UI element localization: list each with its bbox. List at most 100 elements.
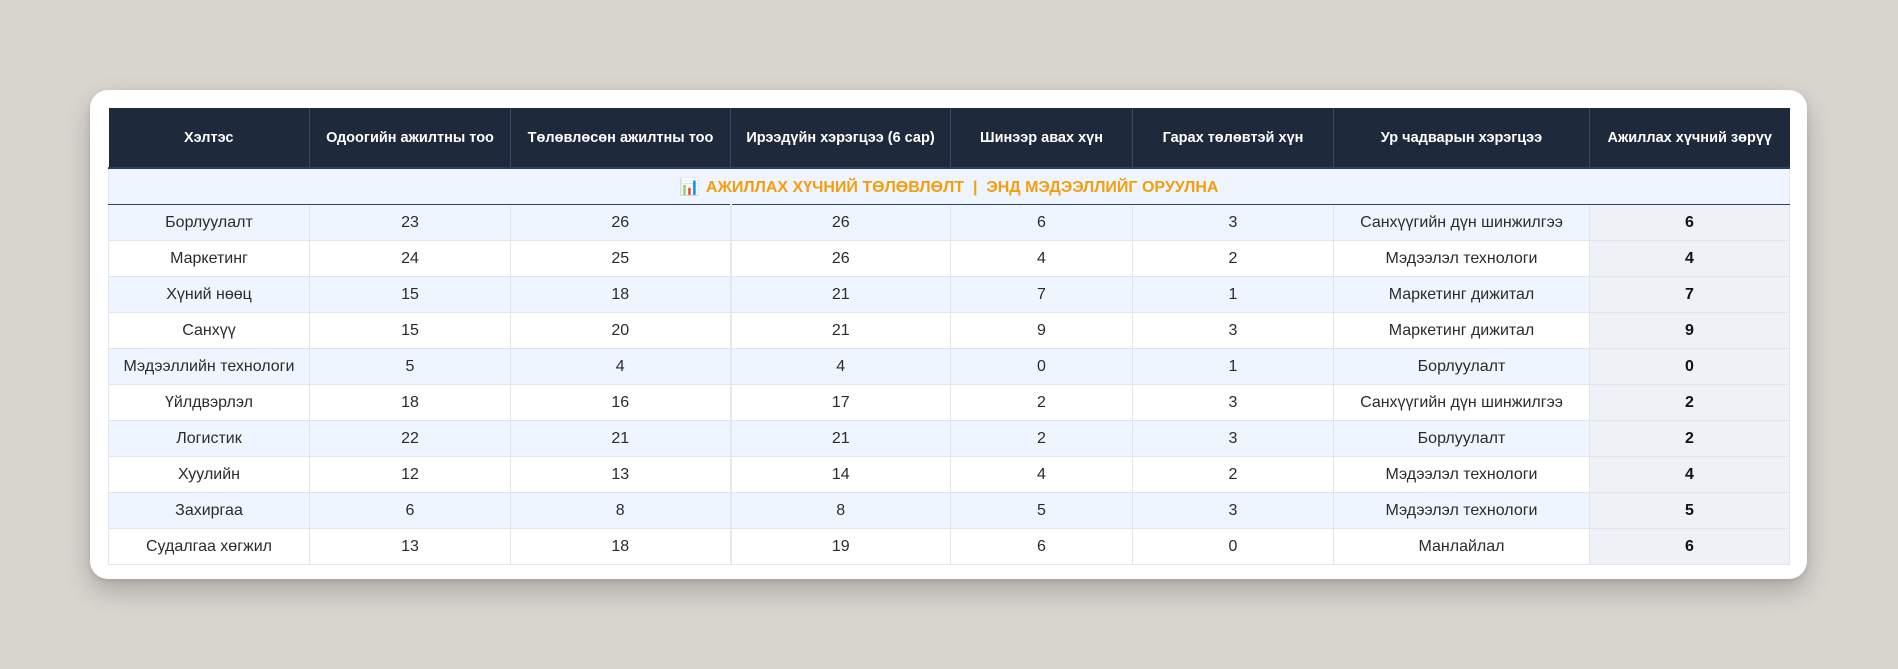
table-cell[interactable]: Борлуулалт bbox=[108, 204, 310, 241]
table-row: Судалгаа хөгжил 13 18 19 6 0 Манлайлал 6 bbox=[108, 528, 1790, 565]
table-cell[interactable]: 19 bbox=[730, 528, 951, 565]
table-cell[interactable]: 8 bbox=[730, 492, 951, 529]
gap-cell[interactable]: 5 bbox=[1589, 492, 1790, 529]
table-cell[interactable]: 4 bbox=[950, 240, 1133, 277]
table-cell[interactable]: Үйлдвэрлэл bbox=[108, 384, 310, 421]
table-body: Борлуулалт 23 26 26 6 3 Санхүүгийн дүн шинжилг… bbox=[108, 204, 1790, 565]
table-cell[interactable]: 18 bbox=[510, 528, 732, 565]
table-cell[interactable]: 4 bbox=[730, 348, 951, 385]
table-cell[interactable]: 26 bbox=[510, 204, 732, 241]
table-row: Маркетинг 24 25 26 4 2 Мэдээлэл технологи 4 bbox=[108, 240, 1790, 277]
table-cell[interactable]: Судалгаа хөгжил bbox=[108, 528, 310, 565]
table-cell[interactable]: Мэдээлэл технологи bbox=[1333, 456, 1590, 493]
gap-cell[interactable]: 7 bbox=[1589, 276, 1790, 313]
table-cell[interactable]: 26 bbox=[730, 204, 951, 241]
table-cell[interactable]: 20 bbox=[510, 312, 732, 349]
table-row: Үйлдвэрлэл 18 16 17 2 3 Санхүүгийн дүн шинжилг… bbox=[108, 384, 1790, 421]
table-cell[interactable]: 3 bbox=[1132, 312, 1334, 349]
gap-cell[interactable]: 2 bbox=[1589, 420, 1790, 457]
table-cell[interactable]: 21 bbox=[730, 312, 951, 349]
table-cell[interactable]: 23 bbox=[309, 204, 511, 241]
table-cell[interactable]: Маркетинг дижитал bbox=[1333, 276, 1590, 313]
table-cell[interactable]: Маркетинг дижитал bbox=[1333, 312, 1590, 349]
bar-chart-icon: 📊 bbox=[679, 178, 700, 196]
table-cell[interactable]: 15 bbox=[309, 312, 511, 349]
table-cell[interactable]: 12 bbox=[309, 456, 511, 493]
table-cell[interactable]: 21 bbox=[730, 276, 951, 313]
table-cell[interactable]: 9 bbox=[950, 312, 1133, 349]
table-cell[interactable]: 21 bbox=[510, 420, 732, 457]
gap-cell[interactable]: 4 bbox=[1589, 456, 1790, 493]
table-row: Хуулийн 12 13 14 4 2 Мэдээлэл технологи 4 bbox=[108, 456, 1790, 493]
table-header: Хэлтэс Одоогийн ажилтны тоо Төлөвлөсөн ажи… bbox=[108, 108, 1790, 169]
table-cell[interactable]: 2 bbox=[1132, 456, 1334, 493]
table-cell[interactable]: 6 bbox=[950, 528, 1133, 565]
table-title-text: АЖИЛЛАХ ХҮЧНИЙ ТӨЛӨВЛӨЛТ | ЭНД МЭДЭЭЛЛИЙ… bbox=[705, 178, 1219, 196]
column-header[interactable]: Ажиллах хүчний зөрүү bbox=[1589, 108, 1790, 169]
table-cell[interactable]: 24 bbox=[309, 240, 511, 277]
table-cell[interactable]: Хүний нөөц bbox=[108, 276, 310, 313]
table-cell[interactable]: 6 bbox=[309, 492, 511, 529]
table-cell[interactable]: 1 bbox=[1132, 348, 1334, 385]
table-row: Логистик 22 21 21 2 3 Борлуулалт 2 bbox=[108, 420, 1790, 457]
column-header[interactable]: Одоогийн ажилтны тоо bbox=[309, 108, 511, 169]
table-cell[interactable]: Логистик bbox=[108, 420, 310, 457]
table-cell[interactable]: 21 bbox=[730, 420, 951, 457]
table-cell[interactable]: Захиргаа bbox=[108, 492, 310, 529]
table-cell[interactable]: 18 bbox=[510, 276, 732, 313]
table-cell[interactable]: 15 bbox=[309, 276, 511, 313]
table-cell[interactable]: 0 bbox=[1132, 528, 1334, 565]
table-cell[interactable]: Мэдээллийн технологи bbox=[108, 348, 310, 385]
table-cell[interactable]: 8 bbox=[510, 492, 732, 529]
table-cell[interactable]: Хуулийн bbox=[108, 456, 310, 493]
table-cell[interactable]: 26 bbox=[730, 240, 951, 277]
table-card: 📊 АЖИЛЛАХ ХҮЧНИЙ ТӨЛӨВЛӨЛТ | ЭНД МЭДЭЭЛЛ… bbox=[90, 90, 1807, 579]
table-cell[interactable]: 3 bbox=[1132, 204, 1334, 241]
gap-cell[interactable]: 6 bbox=[1589, 204, 1790, 241]
gap-cell[interactable]: 0 bbox=[1589, 348, 1790, 385]
table-cell[interactable]: 16 bbox=[510, 384, 732, 421]
table-row: Мэдээллийн технологи 5 4 4 0 1 Борлуулалт 0 bbox=[108, 348, 1790, 385]
table-cell[interactable]: Санхүүгийн дүн шинжилгээ bbox=[1333, 204, 1590, 241]
table-cell[interactable]: 14 bbox=[730, 456, 951, 493]
table-cell[interactable]: 3 bbox=[1132, 384, 1334, 421]
column-header[interactable]: Гарах төлөвтэй хүн bbox=[1132, 108, 1334, 169]
table-cell[interactable]: Мэдээлэл технологи bbox=[1333, 240, 1590, 277]
column-header[interactable]: Ирээдүйн хэрэгцээ (6 сар) bbox=[730, 108, 951, 169]
gap-cell[interactable]: 9 bbox=[1589, 312, 1790, 349]
table-cell[interactable]: Манлайлал bbox=[1333, 528, 1590, 565]
table-cell[interactable]: Борлуулалт bbox=[1333, 348, 1590, 385]
gap-cell[interactable]: 4 bbox=[1589, 240, 1790, 277]
table-cell[interactable]: 0 bbox=[950, 348, 1133, 385]
column-header[interactable]: Шинээр авах хүн bbox=[950, 108, 1133, 169]
table-cell[interactable]: 18 bbox=[309, 384, 511, 421]
table-cell[interactable]: 25 bbox=[510, 240, 732, 277]
table-cell[interactable]: 6 bbox=[950, 204, 1133, 241]
table-cell[interactable]: 13 bbox=[510, 456, 732, 493]
table-cell[interactable]: 13 bbox=[309, 528, 511, 565]
table-cell[interactable]: 4 bbox=[510, 348, 732, 385]
table-cell[interactable]: 22 bbox=[309, 420, 511, 457]
table-cell[interactable]: 2 bbox=[1132, 240, 1334, 277]
column-header[interactable]: Төлөвлөсөн ажилтны тоо bbox=[510, 108, 731, 169]
table-cell[interactable]: 4 bbox=[950, 456, 1133, 493]
table-cell[interactable]: 1 bbox=[1132, 276, 1334, 313]
table-row: Захиргаа 6 8 8 5 3 Мэдээлэл технологи 5 bbox=[108, 492, 1790, 529]
gap-cell[interactable]: 2 bbox=[1589, 384, 1790, 421]
table-cell[interactable]: 3 bbox=[1132, 492, 1334, 529]
table-cell[interactable]: Санхүүгийн дүн шинжилгээ bbox=[1333, 384, 1590, 421]
gap-cell[interactable]: 6 bbox=[1589, 528, 1790, 565]
table-cell[interactable]: 5 bbox=[950, 492, 1133, 529]
table-cell[interactable]: 2 bbox=[950, 420, 1133, 457]
table-cell[interactable]: Борлуулалт bbox=[1333, 420, 1590, 457]
table-cell[interactable]: Мэдээлэл технологи bbox=[1333, 492, 1590, 529]
table-cell[interactable]: 3 bbox=[1132, 420, 1334, 457]
table-cell[interactable]: Санхүү bbox=[108, 312, 310, 349]
column-header[interactable]: Ур чадварын хэрэгцээ bbox=[1333, 108, 1590, 169]
table-cell[interactable]: 7 bbox=[950, 276, 1133, 313]
column-header[interactable]: Хэлтэс bbox=[108, 108, 310, 169]
table-cell[interactable]: 5 bbox=[309, 348, 511, 385]
table-cell[interactable]: 17 bbox=[730, 384, 951, 421]
table-cell[interactable]: 2 bbox=[950, 384, 1133, 421]
table-cell[interactable]: Маркетинг bbox=[108, 240, 310, 277]
